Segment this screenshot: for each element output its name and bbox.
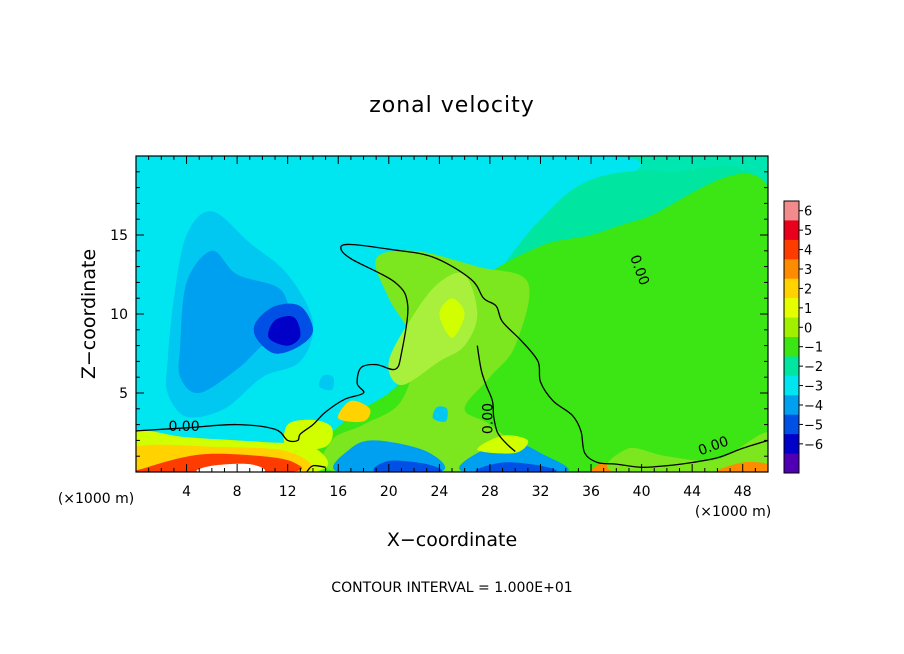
- field-region-0: [136, 156, 641, 468]
- field-region-17: [373, 460, 443, 472]
- x-tick-label-32: 32: [532, 484, 550, 500]
- colorbar-label-2: 4: [804, 244, 812, 259]
- contour-interval-footer: CONTOUR INTERVAL = 1.000E+01: [331, 580, 572, 596]
- colorbar-label-7: −1: [804, 341, 823, 356]
- field-region-11: [283, 419, 333, 451]
- x-tick-label-4: 4: [182, 484, 191, 500]
- contour-line-0: [136, 243, 768, 468]
- field-region-22: [607, 432, 768, 472]
- colorbar: 6 5 4 3 2 1 0 −1 −2 −3 −4 −5 −6: [783, 200, 823, 474]
- colorbar-label-11: −5: [804, 418, 823, 433]
- contour-line-1: [476, 345, 516, 452]
- field-region-20: [477, 435, 529, 454]
- colorbar-label-3: 3: [804, 263, 812, 278]
- colorbar-label-4: 2: [804, 282, 812, 297]
- field-region-9: [439, 298, 465, 338]
- colorbar-swatch-11: [784, 414, 799, 435]
- colorbar-label-5: 1: [804, 302, 812, 317]
- y-tick-label-5: 5: [119, 386, 128, 402]
- x-unit-right: (×1000 m): [695, 504, 771, 520]
- field-region-24: [432, 406, 448, 422]
- contour-line-2: [306, 464, 326, 472]
- colorbar-swatch-6: [784, 317, 799, 338]
- colorbar-swatch-7: [784, 337, 799, 357]
- x-tick-label-28: 28: [481, 484, 499, 500]
- colorbar-swatch-12: [784, 434, 799, 455]
- zero-contours: [136, 243, 768, 472]
- x-tick-label-48: 48: [734, 484, 752, 500]
- field-region-5: [268, 316, 301, 346]
- colorbar-label-0: 6: [804, 205, 812, 220]
- colorbar-label-12: −6: [804, 438, 823, 453]
- x-tick-label-36: 36: [582, 484, 600, 500]
- x-unit-left: (×1000 m): [58, 491, 134, 507]
- colorbar-swatch-13: [784, 453, 799, 474]
- colorbar-frame: [783, 200, 800, 474]
- field-region-19: [475, 462, 557, 472]
- colorbar-swatch-10: [784, 395, 799, 416]
- colorbar-swatch-5: [784, 298, 799, 319]
- colorbar-label-9: −3: [804, 380, 823, 395]
- field-region-10: [337, 400, 371, 423]
- x-tick-label-40: 40: [633, 484, 651, 500]
- colorbar-swatch-1: [784, 220, 799, 241]
- y-tick-label-10: 10: [110, 307, 128, 323]
- colorbar-label-6: 0: [804, 321, 812, 336]
- x-axis-label: X−coordinate: [387, 529, 517, 551]
- colorbar-swatch-4: [784, 278, 799, 299]
- x-tick-label-24: 24: [430, 484, 448, 500]
- colorbar-swatch-2: [784, 239, 799, 260]
- y-axis-label: Z−coordinate: [78, 249, 100, 379]
- x-tick-label-20: 20: [380, 484, 398, 500]
- colorbar-swatch-0: [784, 201, 799, 221]
- x-tick-label-16: 16: [329, 484, 347, 500]
- colorbar-label-8: −2: [804, 360, 823, 375]
- colorbar-label-10: −4: [804, 399, 823, 414]
- contour-label-1: 0.00: [480, 403, 496, 434]
- colorbar-swatch-8: [784, 356, 799, 377]
- colorbar-swatch-3: [784, 259, 799, 280]
- contour-label-0: 0.00: [168, 419, 199, 435]
- x-tick-label-44: 44: [683, 484, 701, 500]
- colorbar-label-1: 5: [804, 224, 812, 239]
- velocity-field: [136, 156, 768, 472]
- colorbar-swatch-9: [784, 375, 799, 396]
- field-region-3: [178, 250, 290, 394]
- x-tick-label-12: 12: [279, 484, 297, 500]
- field-region-15: [196, 463, 266, 472]
- chart-title: zonal velocity: [369, 93, 535, 118]
- y-tick-label-15: 15: [110, 228, 128, 244]
- x-tick-label-8: 8: [233, 484, 242, 500]
- field-region-25: [318, 374, 335, 391]
